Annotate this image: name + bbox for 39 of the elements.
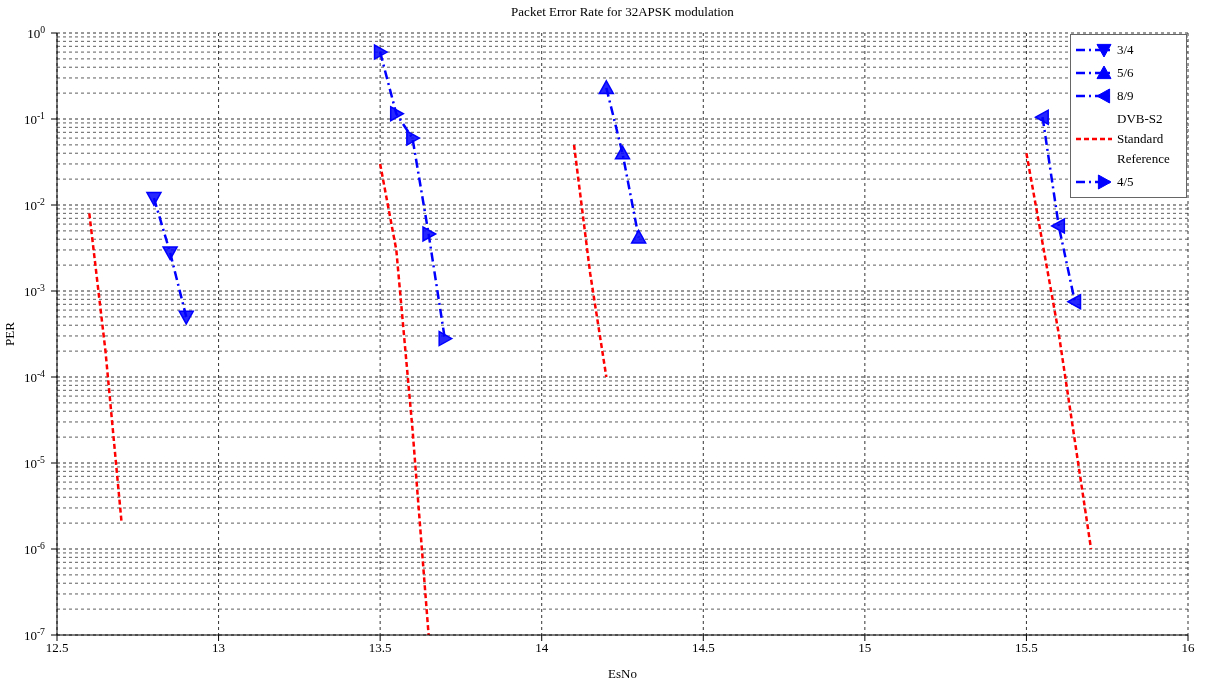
point bbox=[630, 229, 647, 244]
point bbox=[614, 145, 631, 160]
point bbox=[1034, 109, 1049, 125]
y-tick-label: 10$^{-5}$ bbox=[23, 453, 46, 471]
y-tick-label: 10$^{-7}$ bbox=[23, 625, 46, 643]
x-axis-title: EsNo bbox=[608, 666, 637, 680]
point bbox=[406, 130, 421, 146]
legend-label: 5/6 bbox=[1117, 64, 1135, 82]
legend-label: 8/9 bbox=[1117, 87, 1135, 105]
y-tick-label: 10$^{0}$ bbox=[27, 23, 46, 41]
x-tick-label: 16 bbox=[1181, 640, 1195, 656]
point bbox=[146, 191, 162, 206]
point bbox=[389, 106, 405, 122]
y-axis-title: PER bbox=[2, 321, 17, 346]
y-tick-label: 10$^{-6}$ bbox=[23, 539, 46, 557]
x-tick-label: 15.5 bbox=[1015, 640, 1038, 656]
y-tick-label: 10$^{-4}$ bbox=[23, 367, 46, 385]
x-tick-label: 15 bbox=[858, 640, 872, 656]
legend-label: DVB-S2 Standard Reference bbox=[1117, 110, 1171, 168]
point bbox=[162, 246, 178, 261]
point bbox=[373, 44, 388, 60]
x-tick-label: 14.5 bbox=[691, 640, 715, 656]
legend-label: 4/5 bbox=[1117, 173, 1135, 191]
point bbox=[422, 226, 437, 242]
point bbox=[1050, 218, 1066, 234]
point bbox=[598, 80, 615, 95]
x-tick-label: 14 bbox=[535, 640, 549, 656]
point bbox=[1067, 293, 1082, 310]
x-tick-label: 12.5 bbox=[45, 640, 69, 656]
line-series bbox=[378, 162, 430, 635]
y-tick-label: 10$^{-1}$ bbox=[23, 109, 46, 127]
x-tick-label: 13.5 bbox=[368, 640, 392, 656]
x-tick-label: 13 bbox=[212, 640, 226, 656]
y-tick-label: 10$^{-3}$ bbox=[23, 281, 46, 299]
point bbox=[178, 310, 195, 325]
y-tick-label: 10$^{-2}$ bbox=[23, 195, 46, 213]
chart-title: Packet Error Rate for 32APSK modulation bbox=[510, 4, 735, 20]
legend-label: 3/4 bbox=[1117, 41, 1135, 59]
point bbox=[438, 330, 453, 347]
